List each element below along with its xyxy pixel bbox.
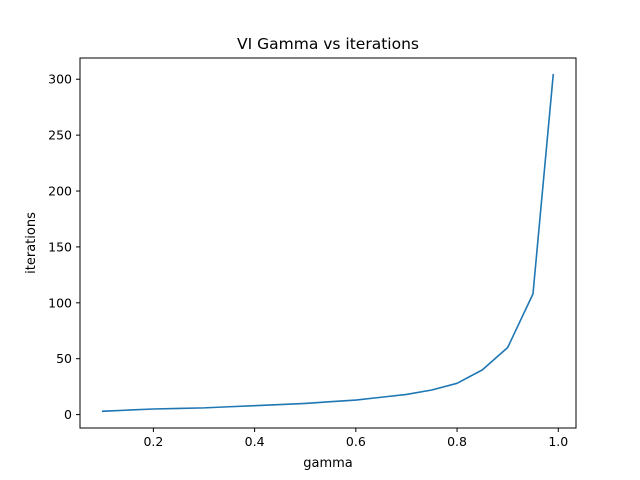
x-tick-label: 1.0 (548, 434, 568, 449)
axes-frame (79, 57, 577, 429)
x-axis-label: gamma (303, 456, 353, 471)
x-tick-label: 0.8 (447, 434, 467, 449)
y-tick-label: 150 (48, 239, 72, 254)
x-tick-label: 0.4 (245, 434, 265, 449)
y-tick-label: 0 (64, 407, 72, 422)
x-tick-label: 0.2 (143, 434, 163, 449)
series-line-0 (101, 73, 555, 413)
y-tick-label: 200 (48, 184, 72, 199)
plot-area (101, 73, 555, 413)
x-axis: 0.2 0.4 0.6 0.8 1.0 (143, 428, 568, 449)
y-axis-label: iterations (24, 212, 39, 274)
y-tick-label: 300 (48, 72, 72, 87)
y-axis: 0 50 100 150 200 250 300 (48, 72, 80, 422)
y-tick-label: 250 (48, 128, 72, 143)
chart-title: VI Gamma vs iterations (237, 35, 419, 53)
y-tick-label: 100 (48, 295, 72, 310)
x-tick-label: 0.6 (346, 434, 366, 449)
y-tick-label: 50 (56, 351, 72, 366)
